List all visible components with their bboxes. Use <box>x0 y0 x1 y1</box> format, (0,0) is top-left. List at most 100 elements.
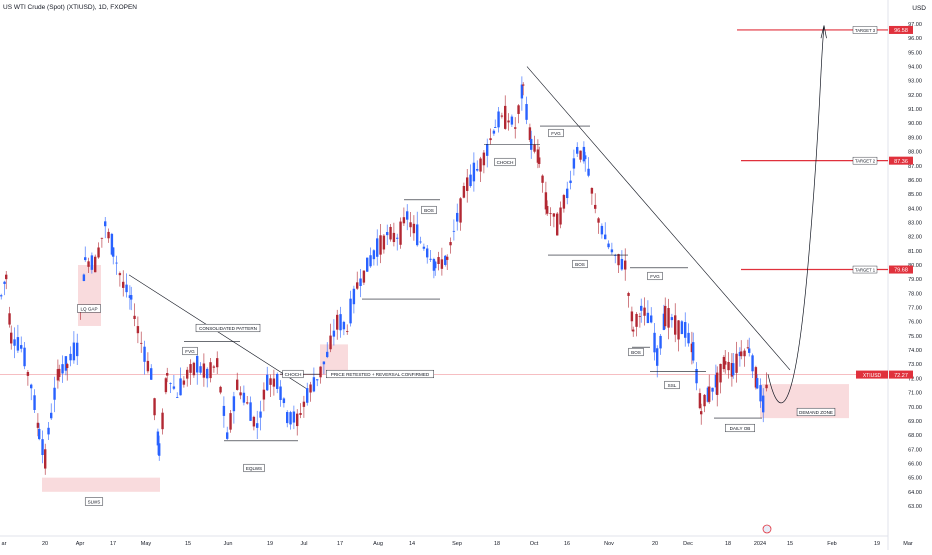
candle-body <box>372 250 376 260</box>
candle <box>33 389 36 413</box>
candle <box>562 193 566 213</box>
candle <box>650 307 653 324</box>
candle-body <box>489 138 492 141</box>
x-tick-label: Aug <box>373 541 383 547</box>
candle-body <box>504 105 507 129</box>
candle-body <box>422 246 426 249</box>
candle <box>319 366 322 384</box>
candle-body <box>82 274 86 281</box>
candle <box>469 164 472 188</box>
candle <box>504 95 507 130</box>
candle <box>269 374 272 397</box>
candle-body <box>466 177 469 191</box>
candle <box>756 374 759 390</box>
candle <box>743 348 746 367</box>
annotation-text: FVG <box>650 274 660 279</box>
candle <box>459 197 462 231</box>
candle <box>296 409 299 436</box>
candle-body <box>549 213 552 215</box>
candle <box>246 396 249 405</box>
candle-body <box>346 331 349 332</box>
candle-body <box>196 355 199 373</box>
y-tick-label: 92.00 <box>908 93 922 99</box>
candle <box>122 270 125 297</box>
annotation-label: PRICE RETESTED + REVERSAL CONFIRMED <box>326 369 434 379</box>
annotation-label: FVG <box>647 271 663 281</box>
candle <box>528 123 532 142</box>
candle <box>97 242 100 259</box>
candle-body <box>130 295 133 300</box>
candle-body <box>687 332 690 344</box>
candle-body <box>339 314 342 331</box>
candle <box>379 224 382 264</box>
candle <box>482 150 486 174</box>
candle-body <box>525 104 528 120</box>
candle-body <box>16 337 20 351</box>
candle <box>58 364 61 382</box>
candle-body <box>56 369 60 381</box>
candle-body <box>272 378 276 387</box>
annotation-label: LQ GAP <box>77 304 101 313</box>
annotation-text: LQ GAP <box>80 307 97 312</box>
candle-body <box>322 361 326 365</box>
annotation-text: PRICE RETESTED + REVERSAL CONFIRMED <box>331 372 430 377</box>
candle-body <box>356 282 359 289</box>
candle <box>684 312 687 347</box>
candle-body <box>449 242 452 246</box>
candle-body <box>756 378 759 389</box>
candle-body <box>156 431 160 446</box>
candle <box>359 268 362 298</box>
candle <box>115 255 118 275</box>
candle <box>10 325 13 350</box>
candle-body <box>695 368 698 384</box>
lq-gap-zone <box>78 265 101 326</box>
candle-body <box>302 401 306 407</box>
candle-body <box>386 232 389 236</box>
candle <box>640 298 643 323</box>
candle <box>559 201 562 229</box>
candle <box>703 394 706 413</box>
y-tick-label: 91.00 <box>908 107 922 113</box>
y-tick-label: 93.00 <box>908 79 922 85</box>
candle-body <box>69 353 72 361</box>
candle-body <box>369 255 372 267</box>
target-label: TARGET 2 <box>852 156 878 165</box>
annotation-text: FVG <box>185 349 195 354</box>
candle-body <box>627 293 630 296</box>
candle-body <box>667 308 670 328</box>
candle <box>536 139 540 169</box>
candle <box>432 257 436 279</box>
annotation-text: DEMAND ZONE <box>799 410 833 415</box>
candle <box>87 257 90 274</box>
candle-body <box>249 402 252 421</box>
candle <box>30 383 33 401</box>
candle <box>222 396 226 428</box>
y-tick-label: 64.00 <box>908 490 922 496</box>
current-price-box <box>889 370 913 379</box>
candle-body <box>97 247 100 258</box>
candle-body <box>66 364 69 369</box>
candle <box>444 254 447 267</box>
candle <box>544 181 548 215</box>
candle-body <box>292 411 296 423</box>
candle-body <box>638 316 642 318</box>
candle <box>276 372 279 394</box>
candle <box>112 247 115 265</box>
candle <box>125 273 128 298</box>
candle-body <box>176 397 179 398</box>
y-tick-label: 80.00 <box>908 263 922 269</box>
y-tick-label: 72.00 <box>908 376 922 382</box>
candle-body <box>632 329 635 332</box>
y-tick-label: 71.00 <box>908 391 922 397</box>
candle <box>765 372 768 392</box>
candle <box>13 327 16 359</box>
candle <box>372 249 376 266</box>
x-tick-label: 17 <box>110 541 116 547</box>
annotation-text: SSL <box>668 383 677 388</box>
candle <box>3 280 6 296</box>
y-tick-label: 74.00 <box>908 348 922 354</box>
candle-body <box>189 364 192 373</box>
candle-body <box>172 386 176 389</box>
candle <box>674 303 677 343</box>
